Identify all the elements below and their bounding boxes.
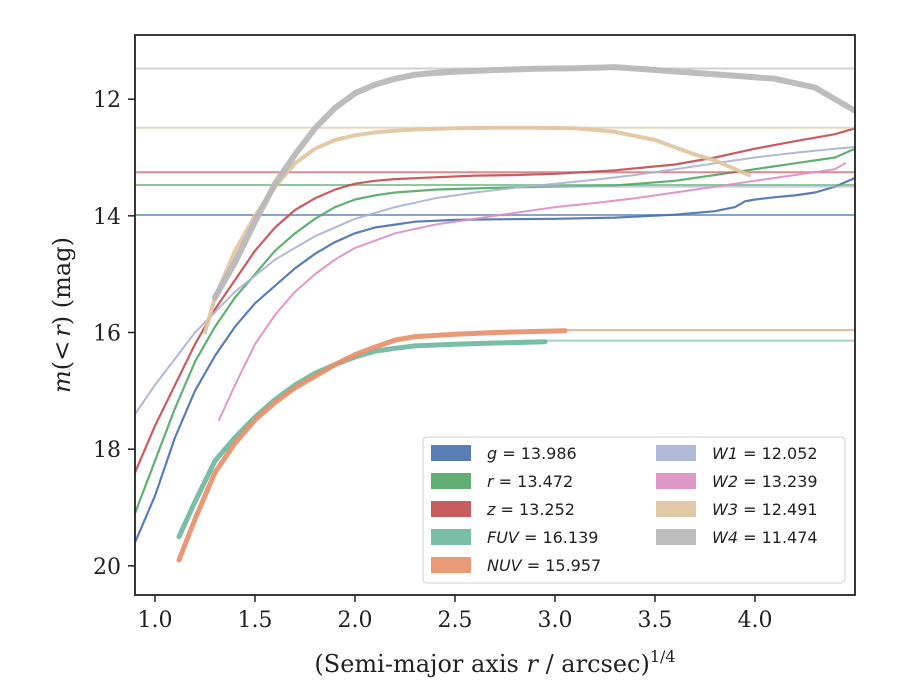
legend-swatch-z [431,501,471,517]
series-line-w1 [135,146,855,416]
legend-swatch-fuv [431,529,471,545]
legend-label-w2: W2 = 13.239 [712,472,818,491]
y-tick-label: 12 [93,88,121,113]
y-axis-label: m(<r) (mag) [48,237,76,393]
x-axis-label: (Semi-major axis r / arcsec)1/4 [314,647,675,678]
x-axis-ticks: 1.0 1.5 2.0 2.5 3.0 3.5 4.0 [138,595,773,633]
y-tick-label: 20 [93,555,121,580]
x-tick-label: 2.5 [438,608,473,633]
y-tick-label: 18 [93,438,121,463]
x-tick-label: 2.0 [338,608,373,633]
legend-label-r: r = 13.472 [487,472,573,491]
x-tick-label: 4.0 [738,608,773,633]
legend-label-g: g = 13.986 [487,444,577,463]
y-tick-label: 14 [93,205,121,230]
legend-swatch-nuv [431,557,471,573]
legend-label-z: z = 13.252 [486,500,575,519]
series-line-w4 [212,64,855,301]
y-axis-ticks: 12 14 16 18 20 [93,88,135,580]
legend-label-fuv: FUV = 16.139 [487,528,598,547]
series-layer [135,64,855,563]
legend: g = 13.986 r = 13.472 z = 13.252 FUV = 16.1… [422,436,846,584]
legend-swatch-r [431,473,471,489]
x-tick-label: 3.5 [638,608,673,633]
y-tick-label: 16 [93,322,121,347]
legend-label-w1: W1 = 12.052 [712,444,818,463]
series-line-r [135,147,855,515]
x-tick-label: 1.5 [238,608,273,633]
legend-swatch-g [431,445,471,461]
series-line-w2 [218,162,846,421]
plot-frame [134,34,856,596]
legend-label-w3: W3 = 12.491 [712,500,818,519]
legend-label-nuv: NUV = 15.957 [487,556,601,575]
legend-swatch-w2 [656,473,696,489]
series-line-nuv [176,328,568,563]
legend-box [422,436,846,584]
legend-swatch-w1 [656,445,696,461]
legend-swatch-w3 [656,501,696,517]
x-tick-label: 1.0 [138,608,173,633]
series-line-g [135,176,855,544]
series-line-z [135,127,855,474]
legend-label-w4: W4 = 11.474 [712,528,818,547]
x-tick-label: 3.0 [538,608,573,633]
legend-swatch-w4 [656,529,696,545]
